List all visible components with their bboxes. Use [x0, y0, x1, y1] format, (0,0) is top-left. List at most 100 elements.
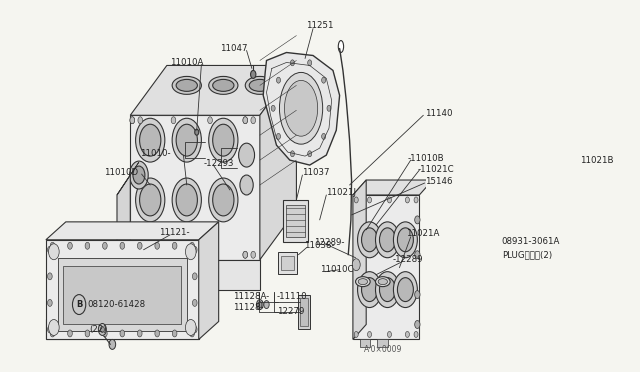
Text: 11021B: 11021B	[580, 155, 614, 164]
Text: 11251: 11251	[307, 21, 334, 30]
Circle shape	[171, 117, 176, 124]
Circle shape	[405, 331, 410, 337]
Circle shape	[208, 251, 212, 258]
Text: 11021A: 11021A	[406, 229, 440, 238]
Text: 12289-: 12289-	[314, 238, 344, 247]
Circle shape	[240, 175, 253, 195]
Circle shape	[47, 326, 52, 333]
Circle shape	[102, 330, 107, 337]
Circle shape	[120, 330, 125, 337]
Circle shape	[140, 124, 161, 156]
Polygon shape	[46, 222, 219, 240]
Circle shape	[243, 251, 248, 258]
Circle shape	[138, 242, 142, 249]
Text: 11047: 11047	[220, 44, 248, 53]
Circle shape	[258, 302, 262, 308]
Circle shape	[47, 273, 52, 280]
Circle shape	[308, 151, 312, 157]
Circle shape	[243, 117, 248, 124]
Circle shape	[414, 197, 418, 203]
Circle shape	[276, 134, 280, 140]
Circle shape	[176, 124, 197, 156]
Circle shape	[130, 117, 134, 124]
Polygon shape	[353, 195, 419, 339]
Circle shape	[394, 222, 417, 258]
Circle shape	[367, 331, 371, 337]
Ellipse shape	[176, 79, 197, 92]
Ellipse shape	[284, 80, 317, 136]
Text: 11010-: 11010-	[140, 149, 171, 158]
Circle shape	[186, 244, 196, 260]
Text: 08931-3061A: 08931-3061A	[502, 237, 560, 246]
Polygon shape	[117, 260, 260, 290]
Ellipse shape	[212, 79, 234, 92]
Circle shape	[415, 251, 420, 259]
Text: B: B	[76, 300, 83, 309]
Circle shape	[171, 251, 176, 258]
Ellipse shape	[358, 279, 367, 285]
Text: 11128A-: 11128A-	[234, 292, 269, 301]
Circle shape	[239, 143, 255, 167]
Circle shape	[138, 251, 143, 258]
Polygon shape	[131, 115, 260, 260]
Circle shape	[109, 339, 116, 349]
Circle shape	[243, 251, 248, 258]
Circle shape	[138, 330, 142, 337]
Polygon shape	[353, 180, 433, 195]
Circle shape	[415, 321, 420, 328]
Circle shape	[251, 251, 255, 258]
Circle shape	[376, 222, 399, 258]
Circle shape	[130, 251, 134, 258]
Circle shape	[362, 228, 378, 252]
Circle shape	[362, 278, 378, 302]
Text: 11010D: 11010D	[104, 167, 138, 177]
Circle shape	[322, 134, 326, 140]
Text: 11038-: 11038-	[304, 241, 334, 250]
Bar	[283, 200, 308, 242]
Circle shape	[50, 330, 55, 337]
Text: 12279: 12279	[277, 307, 305, 316]
Circle shape	[415, 216, 420, 224]
Circle shape	[133, 166, 145, 184]
Bar	[287, 205, 305, 237]
Text: 11021J: 11021J	[326, 189, 356, 198]
Circle shape	[68, 330, 72, 337]
Circle shape	[376, 272, 399, 308]
Ellipse shape	[280, 73, 323, 144]
Ellipse shape	[172, 76, 202, 94]
Circle shape	[85, 242, 90, 249]
Bar	[360, 339, 370, 347]
Circle shape	[47, 246, 52, 253]
Circle shape	[172, 242, 177, 249]
Circle shape	[130, 161, 148, 189]
Circle shape	[85, 330, 90, 337]
Bar	[278, 252, 297, 274]
Circle shape	[130, 117, 134, 124]
Ellipse shape	[339, 41, 344, 52]
Text: 11121-: 11121-	[159, 228, 189, 237]
Polygon shape	[117, 260, 131, 290]
Text: -11110: -11110	[276, 292, 307, 301]
Text: 15146: 15146	[425, 177, 452, 186]
Polygon shape	[263, 52, 340, 165]
Circle shape	[387, 331, 392, 337]
Circle shape	[251, 117, 255, 124]
Text: 11010C: 11010C	[319, 265, 353, 274]
Ellipse shape	[376, 277, 390, 286]
Text: 08120-61428: 08120-61428	[87, 300, 145, 309]
Polygon shape	[131, 65, 296, 115]
Circle shape	[358, 222, 381, 258]
Circle shape	[212, 184, 234, 216]
Circle shape	[193, 326, 197, 333]
Circle shape	[251, 70, 256, 78]
Text: 11128-: 11128-	[234, 303, 264, 312]
Circle shape	[155, 242, 159, 249]
Circle shape	[276, 77, 280, 83]
Circle shape	[193, 273, 197, 280]
Circle shape	[387, 197, 392, 203]
Circle shape	[257, 299, 263, 310]
Ellipse shape	[249, 79, 271, 92]
Circle shape	[291, 151, 294, 157]
Circle shape	[397, 278, 413, 302]
Circle shape	[193, 299, 197, 307]
